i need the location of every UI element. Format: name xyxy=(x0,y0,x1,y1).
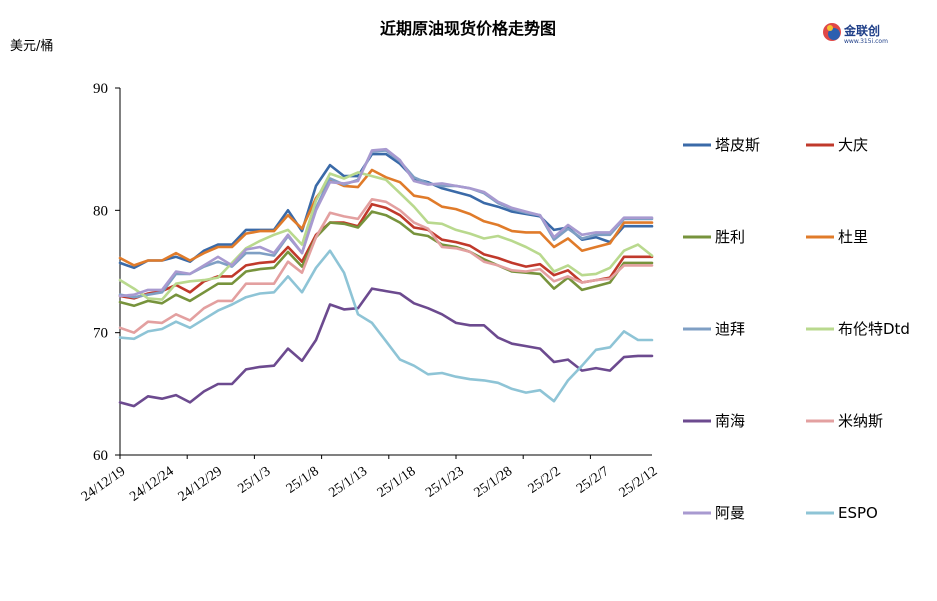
y-tick-label: 70 xyxy=(93,326,108,342)
legend-label-1: 大庆 xyxy=(838,136,868,154)
series-line-7 xyxy=(118,198,654,335)
legend-label-7: 米纳斯 xyxy=(838,412,883,430)
series-line-1 xyxy=(118,202,654,300)
series-line-2 xyxy=(118,210,654,308)
x-tick-label: 24/12/24 xyxy=(127,464,176,505)
y-tick-label: 80 xyxy=(93,203,108,219)
logo-name: 金联创 xyxy=(843,23,880,38)
series-line-8 xyxy=(118,147,654,298)
series-line-3 xyxy=(118,168,654,267)
x-tick-label: 25/2/7 xyxy=(574,464,612,497)
series-line-9 xyxy=(118,249,654,403)
x-tick-label: 25/1/3 xyxy=(235,464,273,497)
x-tick-label: 25/1/28 xyxy=(472,464,516,501)
x-tick-label: 25/1/23 xyxy=(423,464,467,501)
legend-label-0: 塔皮斯 xyxy=(715,136,760,154)
legend-label-6: 南海 xyxy=(715,412,745,430)
x-tick-label: 25/1/13 xyxy=(326,464,370,501)
x-tick-label: 25/2/2 xyxy=(526,464,564,497)
x-tick-label: 24/12/29 xyxy=(176,464,225,505)
legend-label-9: ESPO xyxy=(838,504,878,522)
legend-label-8: 阿曼 xyxy=(715,504,745,522)
series-line-6 xyxy=(118,287,654,408)
logo-mark-inner xyxy=(828,28,840,40)
x-tick-label: 25/1/18 xyxy=(375,464,419,501)
legend-label-5: 布伦特Dtd xyxy=(838,320,910,338)
logo-mark-dot xyxy=(827,25,833,31)
x-tick-label: 25/1/8 xyxy=(284,464,322,497)
series-line-0 xyxy=(118,152,654,270)
logo-url: www.315i.com xyxy=(844,38,888,45)
x-tick-label: 24/12/19 xyxy=(79,464,128,505)
y-tick-label: 90 xyxy=(93,81,108,97)
logo: 金联创 www.315i.com xyxy=(823,23,888,45)
series-lines xyxy=(118,147,654,408)
legend-label-2: 胜利 xyxy=(715,228,745,246)
chart-title: 近期原油现货价格走势图 xyxy=(380,19,556,38)
y-axis-unit: 美元/桶 xyxy=(10,39,53,54)
legend-label-3: 杜里 xyxy=(838,228,868,246)
y-tick-label: 60 xyxy=(93,448,108,464)
series-line-5 xyxy=(118,171,654,301)
legend-label-4: 迪拜 xyxy=(715,320,745,338)
y-ticks: 60 70 80 90 xyxy=(93,81,120,464)
x-tick-label: 25/2/12 xyxy=(617,464,661,501)
